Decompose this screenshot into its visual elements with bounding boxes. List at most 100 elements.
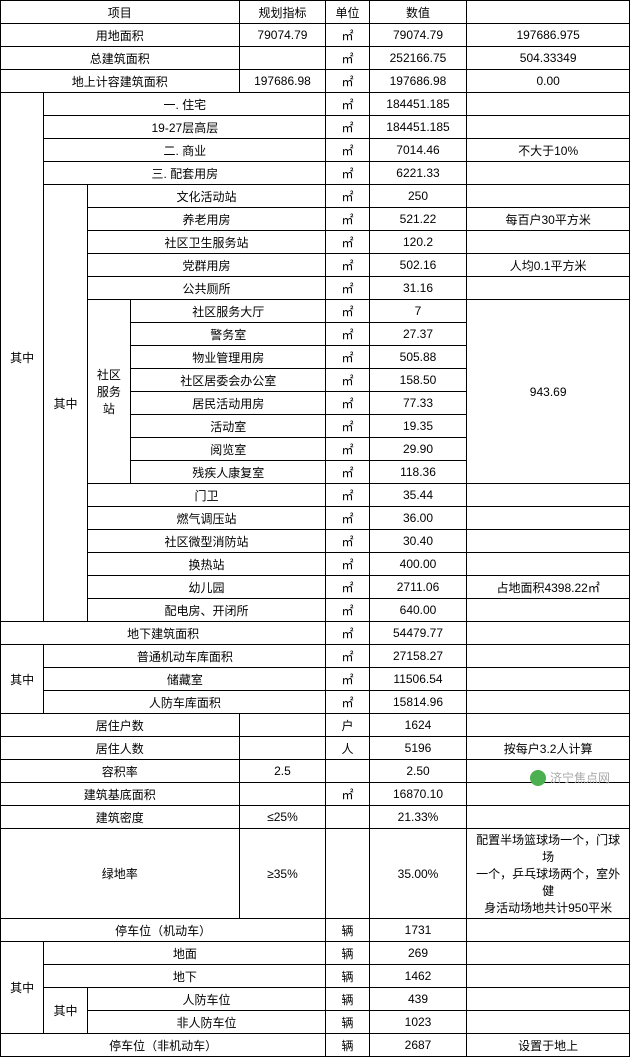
cell-name: 普通机动车库面积 (44, 645, 326, 668)
table-row: 总建筑面积 ㎡ 252166.75 504.33349 (1, 47, 630, 70)
cell-val: 1462 (369, 965, 467, 988)
cell-val: 252166.75 (369, 47, 467, 70)
cell-unit: ㎡ (326, 507, 369, 530)
cell-note (467, 185, 630, 208)
table-row: 储藏室㎡11506.54 (1, 668, 630, 691)
cell-unit: ㎡ (326, 277, 369, 300)
cell-unit: ㎡ (326, 622, 369, 645)
cell-note (467, 919, 630, 942)
cell-val: 15814.96 (369, 691, 467, 714)
cell-unit (326, 760, 369, 783)
cell-name: 非人防车位 (87, 1011, 326, 1034)
cell-val: 16870.10 (369, 783, 467, 806)
cell-total: 943.69 (467, 300, 630, 484)
cell-val: 27158.27 (369, 645, 467, 668)
cell-unit (326, 806, 369, 829)
cell-val: 269 (369, 942, 467, 965)
header-std: 规划指标 (239, 1, 326, 24)
cell-std (239, 714, 326, 737)
cell-name: 用地面积 (1, 24, 240, 47)
watermark-text: 济宁焦点网 (550, 769, 610, 786)
cell-name: 容积率 (1, 760, 240, 783)
cell-val: 521.22 (369, 208, 467, 231)
table-row: 社区服务站 社区服务大厅 ㎡ 7 943.69 (1, 300, 630, 323)
cell-note (467, 277, 630, 300)
cell-note: 按每户3.2人计算 (467, 737, 630, 760)
table-row: 其中 文化活动站 ㎡ 250 (1, 185, 630, 208)
cell-name: 门卫 (87, 484, 326, 507)
cell-note (467, 668, 630, 691)
cell-unit: ㎡ (326, 438, 369, 461)
cell-val: 5196 (369, 737, 467, 760)
cell-note: 配置半场篮球场一个，门球场 一个，乒乓球场两个，室外健 身活动场地共计950平米 (467, 829, 630, 919)
table-row: 门卫㎡35.44 (1, 484, 630, 507)
cell-note (467, 553, 630, 576)
cell-unit: ㎡ (326, 162, 369, 185)
cell-val: 640.00 (369, 599, 467, 622)
cell-note: 设置于地上 (467, 1034, 630, 1057)
cell-name: 地面 (44, 942, 326, 965)
cell-note (467, 162, 630, 185)
cell-name: 社区卫生服务站 (87, 231, 326, 254)
cell-note (467, 965, 630, 988)
cell-unit: ㎡ (326, 24, 369, 47)
cell-unit: 辆 (326, 1034, 369, 1057)
cell-val: 439 (369, 988, 467, 1011)
cell-unit: ㎡ (326, 70, 369, 93)
table-row: 公共厕所 ㎡ 31.16 (1, 277, 630, 300)
cell-unit: ㎡ (326, 139, 369, 162)
table-row: 其中 人防车位 辆 439 (1, 988, 630, 1011)
table-row: 社区微型消防站㎡30.40 (1, 530, 630, 553)
cell-name: 居住人数 (1, 737, 240, 760)
cell-val: 2687 (369, 1034, 467, 1057)
cell-name: 三. 配套用房 (44, 162, 326, 185)
cell-val: 184451.185 (369, 116, 467, 139)
cell-name: 人防车库面积 (44, 691, 326, 714)
cell-val: 118.36 (369, 461, 467, 484)
cell-note (467, 231, 630, 254)
cell-note (467, 599, 630, 622)
header-item: 项目 (1, 1, 240, 24)
cell-name: 配电房、开闭所 (87, 599, 326, 622)
table-row: 其中 地面 辆 269 (1, 942, 630, 965)
cell-name: 社区服务大厅 (131, 300, 326, 323)
cell-name: 地下建筑面积 (1, 622, 326, 645)
cell-std: 197686.98 (239, 70, 326, 93)
table-row: 配电房、开闭所㎡640.00 (1, 599, 630, 622)
cell-note (467, 622, 630, 645)
cell-name: 文化活动站 (87, 185, 326, 208)
cell-val: 197686.98 (369, 70, 467, 93)
cell-val: 30.40 (369, 530, 467, 553)
sub-group-label: 其中 (44, 988, 87, 1034)
station-group: 社区服务站 (87, 300, 130, 484)
cell-name: 储藏室 (44, 668, 326, 691)
cell-note (467, 530, 630, 553)
cell-unit: ㎡ (326, 47, 369, 70)
planning-table: 项目 规划指标 单位 数值 用地面积 79074.79 ㎡ 79074.79 1… (0, 0, 630, 1057)
cell-unit: ㎡ (326, 208, 369, 231)
cell-unit: 辆 (326, 1011, 369, 1034)
sub-group-label: 其中 (44, 185, 87, 622)
cell-note (467, 806, 630, 829)
cell-note (467, 507, 630, 530)
cell-unit: ㎡ (326, 231, 369, 254)
table-row: 居住户数户1624 (1, 714, 630, 737)
cell-name: 19-27层高层 (44, 116, 326, 139)
cell-name: 幼儿园 (87, 576, 326, 599)
cell-val: 1624 (369, 714, 467, 737)
cell-name: 总建筑面积 (1, 47, 240, 70)
cell-std: ≥35% (239, 829, 326, 919)
cell-unit: 辆 (326, 919, 369, 942)
cell-note: 占地面积4398.22㎡ (467, 576, 630, 599)
cell-std: 2.5 (239, 760, 326, 783)
cell-note: 每百户30平方米 (467, 208, 630, 231)
cell-val: 36.00 (369, 507, 467, 530)
cell-unit: ㎡ (326, 300, 369, 323)
cell-val: 1731 (369, 919, 467, 942)
cell-val: 19.35 (369, 415, 467, 438)
cell-name: 公共厕所 (87, 277, 326, 300)
table-row: 居住人数人5196按每户3.2人计算 (1, 737, 630, 760)
table-row: 其中 一. 住宅 ㎡ 184451.185 (1, 93, 630, 116)
cell-name: 居住户数 (1, 714, 240, 737)
cell-name: 换热站 (87, 553, 326, 576)
